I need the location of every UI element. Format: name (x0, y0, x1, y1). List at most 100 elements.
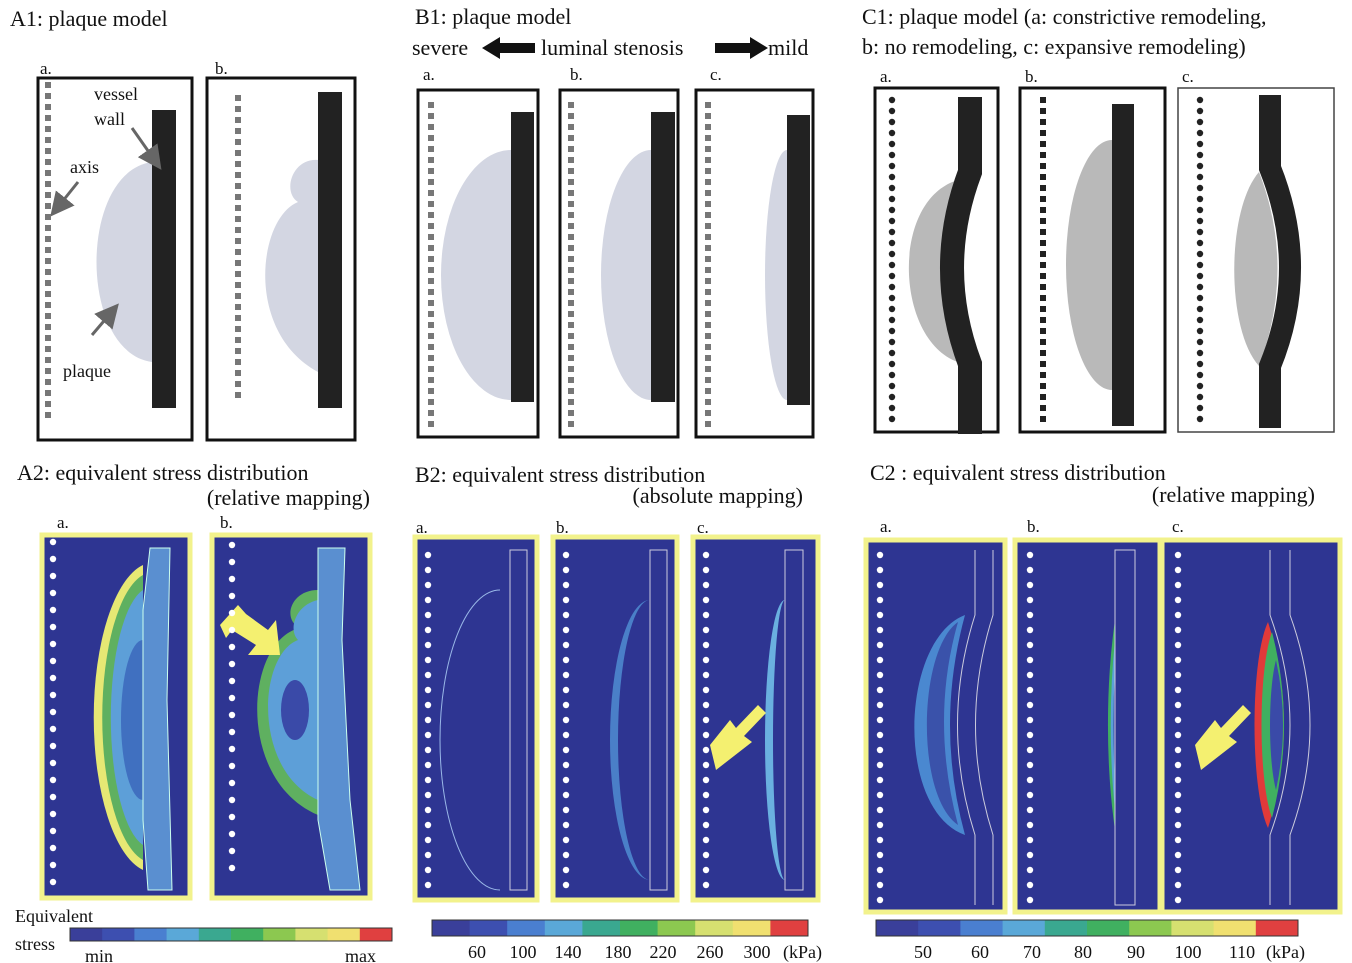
axis-dot (889, 152, 895, 158)
axis-dot (877, 822, 883, 828)
colorbar-segment (695, 920, 733, 936)
axis-dot (45, 93, 51, 99)
annotation: plaque (63, 361, 111, 381)
colorbar-tick-label: 110 (1229, 942, 1255, 962)
legend-min: min (85, 946, 113, 963)
axis-dot (425, 807, 431, 813)
axis-dot (425, 552, 431, 558)
axis-dot (1197, 339, 1203, 345)
axis-dot (45, 313, 51, 319)
axis-dot (45, 357, 51, 363)
axis-dot (889, 163, 895, 169)
axis-dot (703, 852, 709, 858)
axis-dot (45, 214, 51, 220)
axis-dot (1040, 218, 1046, 224)
axis-dot (568, 399, 574, 405)
axis-dot (703, 762, 709, 768)
axis-dot (1197, 262, 1203, 268)
axis-dot (1040, 328, 1046, 334)
axis-dot (1027, 612, 1033, 618)
legend-unit: (kPa) (1266, 942, 1305, 963)
axis-dot (1197, 207, 1203, 213)
vessel-wall (143, 548, 172, 890)
legend-title: stress (15, 934, 55, 954)
vessel-wall (152, 110, 176, 408)
colorbar-tick-label: 100 (510, 942, 537, 962)
vessel-wall (1112, 104, 1134, 426)
axis-dot (889, 251, 895, 257)
axis-dot (235, 315, 241, 321)
colorbar-segment (1171, 920, 1214, 936)
colorbar-tick-label: 70 (1023, 942, 1041, 962)
axis-dot (50, 624, 56, 630)
axis-dot (1197, 229, 1203, 235)
axis-dot (1040, 141, 1046, 147)
axis-dot (563, 867, 569, 873)
stenosis-label: luminal stenosis (541, 35, 683, 60)
axis-dot (1197, 350, 1203, 356)
axis-dot (1175, 612, 1181, 618)
axis-dot (568, 146, 574, 152)
axis-dot (1040, 416, 1046, 422)
axis-dot (428, 344, 434, 350)
annotation: vessel (94, 84, 138, 104)
axis-dot (705, 267, 711, 273)
axis-dot (229, 780, 235, 786)
colorbar-segment (102, 928, 135, 941)
axis-dot (889, 328, 895, 334)
sub-label: b. (570, 65, 583, 84)
axis-dot (229, 576, 235, 582)
axis-dot (889, 119, 895, 125)
colorbar-segment (582, 920, 620, 936)
legend-max: max (345, 946, 376, 963)
axis-dot (428, 333, 434, 339)
axis-dot (229, 797, 235, 803)
colorbar-segment (328, 928, 361, 941)
colorbar-segment (507, 920, 545, 936)
panel-title: A2: equivalent stress distribution (17, 460, 308, 485)
axis-dot (1175, 642, 1181, 648)
colorbar-segment (620, 920, 658, 936)
axis-dot (1197, 416, 1203, 422)
axis-dot (1197, 317, 1203, 323)
stenosis-label: severe (412, 35, 468, 60)
axis-dot (235, 128, 241, 134)
axis-dot (889, 196, 895, 202)
axis-dot (425, 852, 431, 858)
axis-dot (235, 370, 241, 376)
axis-dot (568, 168, 574, 174)
vessel-wall (318, 92, 342, 408)
colorbar-segment (1214, 920, 1257, 936)
axis-dot (1197, 394, 1203, 400)
axis-dot (50, 675, 56, 681)
axis-dot (45, 192, 51, 198)
sub-label: c. (710, 65, 722, 84)
colorbar-segment (733, 920, 771, 936)
colorbar-segment (1045, 920, 1088, 936)
axis-dot (50, 590, 56, 596)
a1-models (38, 78, 355, 440)
colorbar-tick-label: 100 (1175, 942, 1202, 962)
axis-dot (428, 168, 434, 174)
axis-dot (45, 368, 51, 374)
axis-dot (235, 359, 241, 365)
axis-dot (235, 95, 241, 101)
axis-dot (1175, 582, 1181, 588)
axis-dot (425, 732, 431, 738)
axis-dot (563, 702, 569, 708)
axis-dot (705, 388, 711, 394)
axis-dot (235, 392, 241, 398)
axis-dot (877, 897, 883, 903)
axis-dot (877, 792, 883, 798)
axis-dot (563, 672, 569, 678)
axis-dot (568, 344, 574, 350)
axis-dot (705, 245, 711, 251)
axis-dot (235, 172, 241, 178)
axis-dot (1197, 185, 1203, 191)
axis-dot (50, 573, 56, 579)
c1-models (875, 88, 1334, 434)
axis-dot (705, 344, 711, 350)
axis-dot (229, 831, 235, 837)
axis-dot (1027, 792, 1033, 798)
axis-dot (50, 709, 56, 715)
